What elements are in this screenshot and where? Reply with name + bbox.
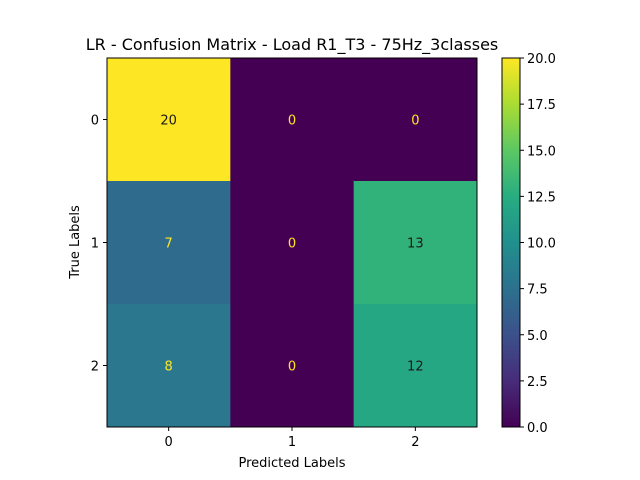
colorbar-tick-label: 2.5: [527, 375, 548, 390]
heatmap-cell: [353, 304, 478, 428]
cell-value-label: 0: [288, 114, 296, 129]
x-tick-label: 0: [165, 435, 173, 450]
heatmap-cell: [107, 304, 231, 428]
colorbar-tick-label: 17.5: [527, 98, 556, 113]
x-tick-label: 2: [411, 435, 419, 450]
colorbar-tick-label: 7.5: [527, 283, 548, 298]
cell-value-label: 8: [165, 360, 173, 375]
cell-value-label: 13: [407, 237, 424, 252]
heatmap-cells: 20 0 0 7 0 13 8 0 12: [107, 58, 478, 428]
cell-value-label: 7: [165, 237, 173, 252]
heatmap-cell: [107, 58, 231, 182]
y-tick-label: 1: [91, 237, 99, 252]
y-tick-label: 0: [91, 114, 99, 129]
y-axis-label: True Labels: [68, 205, 83, 280]
colorbar: [501, 57, 521, 428]
colorbar-tick-label: 0.0: [527, 421, 548, 436]
cell-value-label: 20: [160, 114, 177, 129]
x-axis-ticks: 0 1 2: [165, 427, 419, 450]
heatmap-cell: [230, 58, 355, 182]
colorbar-tick-label: 20.0: [527, 52, 556, 67]
heatmap-cell: [230, 304, 355, 428]
x-axis-label: Predicted Labels: [238, 456, 345, 471]
colorbar-tick-label: 10.0: [527, 237, 556, 252]
cell-value-label: 0: [411, 114, 419, 129]
heatmap-cell: [107, 181, 231, 305]
colorbar-tick-label: 15.0: [527, 144, 556, 159]
x-tick-label: 1: [288, 435, 296, 450]
heatmap-cell: [353, 181, 478, 305]
cell-value-label: 0: [288, 237, 296, 252]
colorbar-tick-label: 12.5: [527, 190, 556, 205]
heatmap-cell: [353, 58, 478, 182]
y-axis-ticks: 0 1 2: [91, 114, 107, 375]
chart-title: LR - Confusion Matrix - Load R1_T3 - 75H…: [86, 35, 499, 55]
colorbar-ticks: 0.0 2.5 5.0 7.5 10.0 12.5 15.0 17.5 20.0: [520, 52, 556, 436]
colorbar-tick-label: 5.0: [527, 329, 548, 344]
heatmap-cell: [230, 181, 355, 305]
cell-value-label: 0: [288, 360, 296, 375]
cell-value-label: 12: [407, 360, 424, 375]
y-tick-label: 2: [91, 360, 99, 375]
